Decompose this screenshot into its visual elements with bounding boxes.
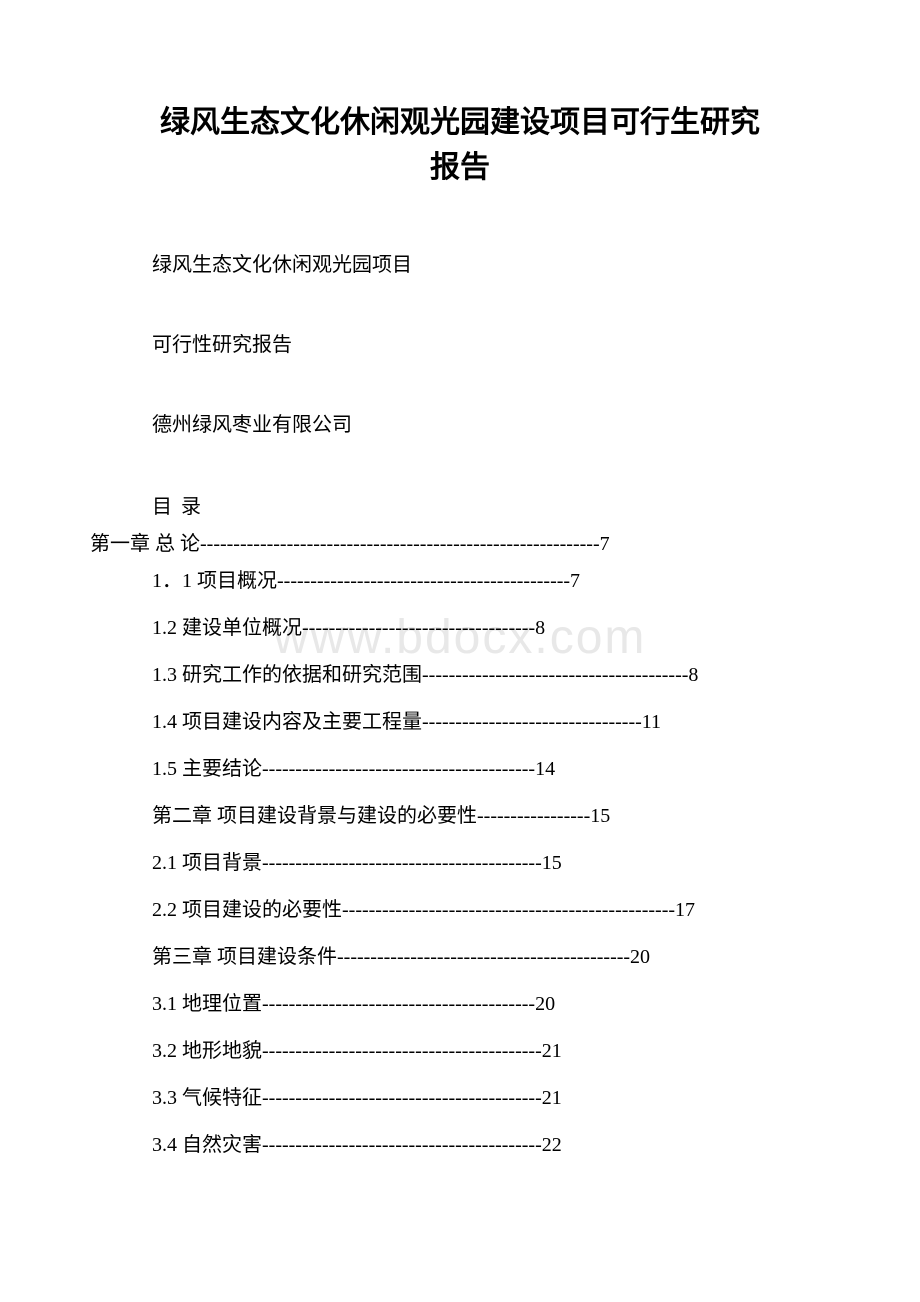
toc-entry-text: 第三章 项目建设条件 xyxy=(152,946,337,968)
toc-entry-page: 15 xyxy=(542,852,562,874)
toc-entry-dashes: ----------------------------------------… xyxy=(277,570,570,592)
toc-entry: 2.1 项目背景--------------------------------… xyxy=(152,846,830,875)
subtitle-report-type: 可行性研究报告 xyxy=(152,330,830,360)
toc-entry-page: 20 xyxy=(630,946,650,968)
toc-entry-text: 1.5 主要结论 xyxy=(152,758,262,780)
subtitle-company: 德州绿风枣业有限公司 xyxy=(152,410,830,440)
toc-entry: 第一章 总 论---------------------------------… xyxy=(90,527,830,556)
toc-entry-page: 15 xyxy=(590,805,610,827)
toc-entry-dashes: ----------------------------------------… xyxy=(342,899,675,921)
page-container: 绿风生态文化休闲观光园建设项目可行生研究 报告 绿风生态文化休闲观光园项目 可行… xyxy=(0,0,920,1235)
toc-entry-dashes: --------------------------------- xyxy=(422,711,642,733)
document-title: 绿风生态文化休闲观光园建设项目可行生研究 报告 xyxy=(90,100,830,190)
toc-entry-dashes: ---------------------------------------- xyxy=(422,664,688,686)
toc-entry-text: 1.4 项目建设内容及主要工程量 xyxy=(152,711,422,733)
subtitle-project-name: 绿风生态文化休闲观光园项目 xyxy=(152,250,830,280)
toc-entry-text: 第二章 项目建设背景与建设的必要性 xyxy=(152,805,477,827)
toc-entry-page: 17 xyxy=(675,899,695,921)
toc-entry-dashes: ----------------------------------------… xyxy=(200,533,600,555)
toc-entry-text: 3.4 自然灾害 xyxy=(152,1134,262,1156)
toc-entry-text: 2.1 项目背景 xyxy=(152,852,262,874)
toc-header: 目 录 xyxy=(152,490,830,519)
toc-entry-text: 1.3 研究工作的依据和研究范围 xyxy=(152,664,422,686)
toc-entry: 1.3 研究工作的依据和研究范围------------------------… xyxy=(152,658,830,687)
toc-entry-page: 7 xyxy=(600,533,610,555)
toc-entry-dashes: ----------------------------------------… xyxy=(337,946,630,968)
toc-entry-page: 11 xyxy=(642,711,661,733)
toc-entry-page: 21 xyxy=(542,1040,562,1062)
toc-entry-page: 8 xyxy=(535,617,545,639)
toc-entry: 第二章 项目建设背景与建设的必要性-----------------15 xyxy=(152,799,830,828)
toc-entry-dashes: ----------------------------------------… xyxy=(262,993,535,1015)
toc-entry-page: 8 xyxy=(688,664,698,686)
toc-entry-page: 7 xyxy=(570,570,580,592)
toc-entry: 1.2 建设单位概况------------------------------… xyxy=(152,611,830,640)
toc-container: 第一章 总 论---------------------------------… xyxy=(90,527,830,1157)
toc-entry: 3.2 地形地貌--------------------------------… xyxy=(152,1034,830,1063)
title-line-1: 绿风生态文化休闲观光园建设项目可行生研究 xyxy=(160,106,760,139)
toc-entry-dashes: ----------------- xyxy=(477,805,590,827)
toc-entry-dashes: ----------------------------------------… xyxy=(262,758,535,780)
toc-entry-text: 3.2 地形地貌 xyxy=(152,1040,262,1062)
toc-entry: 3.1 地理位置--------------------------------… xyxy=(152,987,830,1016)
toc-entry: 2.2 项目建设的必要性----------------------------… xyxy=(152,893,830,922)
toc-entry: 3.3 气候特征--------------------------------… xyxy=(152,1081,830,1110)
toc-entry-dashes: ----------------------------------------… xyxy=(262,852,542,874)
toc-entry-dashes: ----------------------------------------… xyxy=(262,1087,542,1109)
toc-entry-text: 1．1 项目概况 xyxy=(152,570,277,592)
subtitle-block: 绿风生态文化休闲观光园项目 可行性研究报告 德州绿风枣业有限公司 xyxy=(152,250,830,440)
toc-entry-page: 20 xyxy=(535,993,555,1015)
toc-entry: 1．1 项目概况--------------------------------… xyxy=(152,564,830,593)
toc-entry-dashes: ----------------------------------------… xyxy=(262,1134,542,1156)
toc-entry-text: 3.1 地理位置 xyxy=(152,993,262,1015)
toc-entry-page: 21 xyxy=(542,1087,562,1109)
toc-entry-text: 2.2 项目建设的必要性 xyxy=(152,899,342,921)
toc-entry-dashes: ----------------------------------------… xyxy=(262,1040,542,1062)
toc-entry-page: 14 xyxy=(535,758,555,780)
toc-entry-text: 3.3 气候特征 xyxy=(152,1087,262,1109)
toc-entry: 第三章 项目建设条件------------------------------… xyxy=(152,940,830,969)
toc-entry-dashes: ----------------------------------- xyxy=(302,617,535,639)
toc-entry: 3.4 自然灾害--------------------------------… xyxy=(152,1128,830,1157)
toc-entry: 1.4 项目建设内容及主要工程量------------------------… xyxy=(152,705,830,734)
toc-entry: 1.5 主要结论--------------------------------… xyxy=(152,752,830,781)
title-line-2: 报告 xyxy=(430,151,490,184)
toc-entry-text: 1.2 建设单位概况 xyxy=(152,617,302,639)
toc-entry-page: 22 xyxy=(542,1134,562,1156)
toc-entry-text: 第一章 总 论 xyxy=(90,533,200,555)
